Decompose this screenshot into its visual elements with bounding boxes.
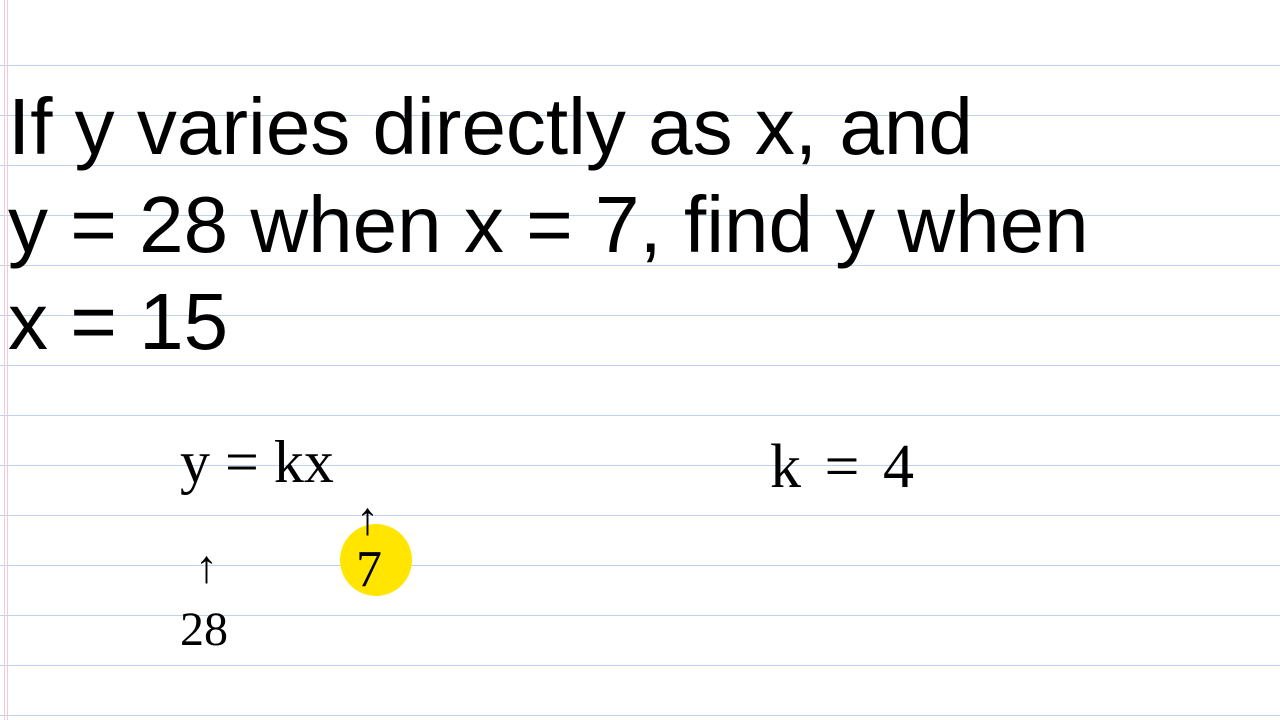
- equation-k-equals-4: k = 4: [770, 432, 918, 503]
- rule-line: [0, 565, 1280, 566]
- rule-line: [0, 665, 1280, 666]
- problem-line-2: y = 28 when x = 7, find y when: [8, 180, 1089, 269]
- value-7: 7: [356, 540, 382, 599]
- rule-line: [0, 65, 1280, 66]
- value-28: 28: [180, 602, 228, 657]
- problem-line-3: x = 15: [8, 277, 228, 366]
- problem-statement: If y varies directly as x, and y = 28 wh…: [8, 78, 1089, 371]
- arrow-under-x: ↑: [356, 492, 379, 545]
- rule-line: [0, 515, 1280, 516]
- arrow-under-y: ↑: [195, 540, 218, 593]
- rule-line: [0, 715, 1280, 716]
- rule-line: [0, 415, 1280, 416]
- problem-line-1: If y varies directly as x, and: [8, 82, 973, 171]
- margin-line: [4, 0, 5, 720]
- equation-y-equals-kx: y = kx: [180, 428, 334, 497]
